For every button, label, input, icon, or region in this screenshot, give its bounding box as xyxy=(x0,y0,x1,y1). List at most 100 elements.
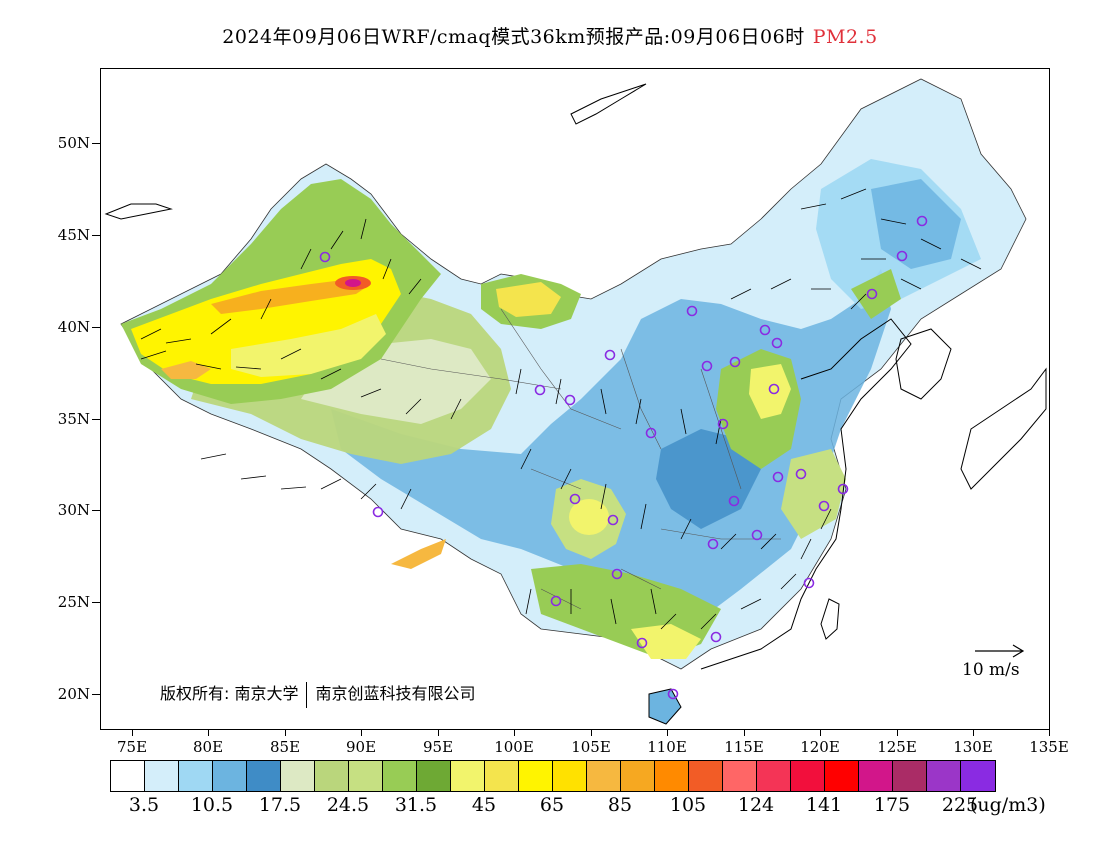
wind-reference-arrow xyxy=(975,644,1025,658)
region-sichuan-yellow xyxy=(569,499,609,535)
lon-tick xyxy=(591,730,592,736)
title-main: 2024年09月06日WRF/cmaq模式36km预报产品:09月06日06时 xyxy=(222,26,805,48)
legend-label: 31.5 xyxy=(394,794,438,816)
lat-tick xyxy=(92,235,100,236)
legend-label: 45 xyxy=(471,794,497,816)
legend-swatch xyxy=(383,761,417,791)
legend-swatch xyxy=(179,761,213,791)
legend-label: 175 xyxy=(873,794,911,816)
region-yellow-north xyxy=(496,282,561,317)
region-northeast-dark xyxy=(871,179,961,269)
legend-label: 24.5 xyxy=(326,794,370,816)
legend-label: 10.5 xyxy=(190,794,234,816)
legend-swatch xyxy=(689,761,723,791)
legend-label: 65 xyxy=(539,794,565,816)
lon-tick xyxy=(285,730,286,736)
lat-tick xyxy=(92,602,100,603)
legend-swatch xyxy=(927,761,961,791)
legend-swatch xyxy=(757,761,791,791)
legend-swatch xyxy=(111,761,145,791)
lon-tick xyxy=(514,730,515,736)
map-panel[interactable] xyxy=(100,68,1050,730)
region-xinjiang-orange-2 xyxy=(161,361,211,379)
lon-label-85: 85E xyxy=(269,738,301,756)
region-xinjiang-orange xyxy=(211,279,371,314)
map-title: 2024年09月06日WRF/cmaq模式36km预报产品:09月06日06时 P… xyxy=(0,22,1100,49)
legend-label: 17.5 xyxy=(258,794,302,816)
color-legend xyxy=(110,760,996,792)
region-deep-blue xyxy=(656,429,761,529)
legend-label: 225 xyxy=(941,794,979,816)
lon-tick xyxy=(667,730,668,736)
lon-tick xyxy=(361,730,362,736)
lon-label-110: 110E xyxy=(647,738,687,756)
korea-outline xyxy=(895,328,952,400)
lon-label-80: 80E xyxy=(192,738,224,756)
wind-reference-label: 10 m/s xyxy=(962,660,1020,680)
copyright-suffix: 南京创蓝科技有限公司 xyxy=(315,684,476,703)
legend-swatch xyxy=(315,761,349,791)
copyright-notice: 版权所有: 南京大学 南京创蓝科技有限公司 xyxy=(160,680,476,708)
legend-swatch xyxy=(451,761,485,791)
legend-label: 85 xyxy=(607,794,633,816)
region-xinjiang-pale xyxy=(231,314,386,377)
copyright-divider xyxy=(306,681,308,708)
lat-label-25: 25N xyxy=(57,593,90,611)
legend-swatch xyxy=(349,761,383,791)
legend-swatch xyxy=(519,761,553,791)
lon-label-75: 75E xyxy=(116,738,148,756)
taiwan-outline xyxy=(820,598,840,640)
lon-label-100: 100E xyxy=(494,738,534,756)
legend-swatch xyxy=(621,761,655,791)
province-lines xyxy=(380,308,781,610)
copyright-prefix: 版权所有: 南京大学 xyxy=(160,684,299,703)
lon-tick xyxy=(820,730,821,736)
baikal-outline xyxy=(570,83,647,125)
lat-label-20: 20N xyxy=(57,685,90,703)
lon-label-135: 135E xyxy=(1029,738,1069,756)
balkhash-outline xyxy=(104,203,173,220)
lon-tick xyxy=(897,730,898,736)
legend-label: 105 xyxy=(669,794,707,816)
legend-swatch xyxy=(961,761,995,791)
lon-tick xyxy=(744,730,745,736)
legend-label: 124 xyxy=(737,794,775,816)
lon-label-115: 115E xyxy=(724,738,764,756)
lon-tick xyxy=(208,730,209,736)
lon-label-130: 130E xyxy=(953,738,993,756)
region-south-yellow xyxy=(631,624,701,659)
hotspot-magenta xyxy=(345,279,361,287)
wind-vectors xyxy=(140,188,982,630)
lat-label-35: 35N xyxy=(57,410,90,428)
lon-tick xyxy=(1049,730,1050,736)
lat-label-45: 45N xyxy=(57,226,90,244)
legend-swatch xyxy=(825,761,859,791)
lat-tick xyxy=(92,143,100,144)
region-tibet-strip xyxy=(391,539,446,569)
hainan-outline xyxy=(648,688,682,725)
legend-swatch xyxy=(213,761,247,791)
lat-label-50: 50N xyxy=(57,134,90,152)
legend-swatch xyxy=(587,761,621,791)
lat-tick xyxy=(92,419,100,420)
lat-tick xyxy=(92,327,100,328)
lat-label-30: 30N xyxy=(57,501,90,519)
legend-swatch xyxy=(553,761,587,791)
lat-tick xyxy=(92,510,100,511)
lon-tick xyxy=(132,730,133,736)
legend-swatch xyxy=(859,761,893,791)
lon-label-120: 120E xyxy=(800,738,840,756)
coastline-east xyxy=(700,318,912,670)
station-markers xyxy=(319,215,928,700)
japan-outline xyxy=(960,367,1047,490)
lon-label-90: 90E xyxy=(345,738,377,756)
legend-swatch xyxy=(723,761,757,791)
lon-tick xyxy=(438,730,439,736)
lon-tick xyxy=(973,730,974,736)
legend-swatch xyxy=(893,761,927,791)
legend-swatch xyxy=(281,761,315,791)
legend-swatch xyxy=(791,761,825,791)
title-pollutant: PM2.5 xyxy=(812,26,878,48)
legend-swatch xyxy=(145,761,179,791)
legend-label: 141 xyxy=(805,794,843,816)
